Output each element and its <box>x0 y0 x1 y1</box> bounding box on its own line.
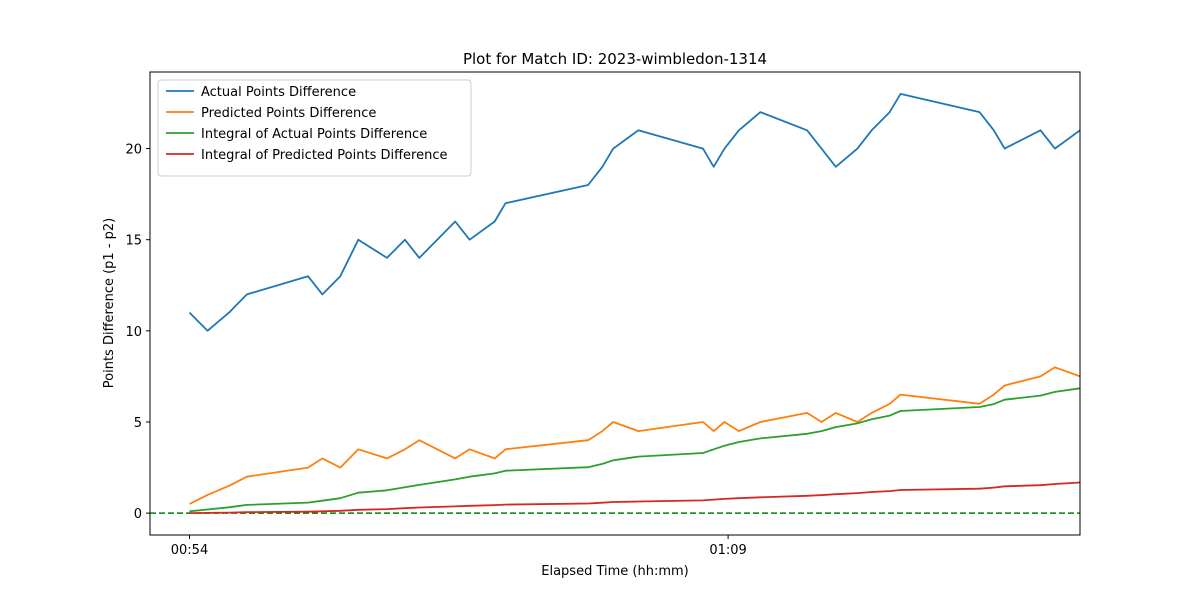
legend-label-integral-of-actual-points-difference: Integral of Actual Points Difference <box>201 127 427 142</box>
x-tick-label: 01:09 <box>709 543 746 558</box>
chart-title: Plot for Match ID: 2023-wimbledon-1314 <box>463 50 767 68</box>
series-line-predicted-points-difference <box>189 366 1081 505</box>
y-axis: 0 5 10 15 20 <box>125 143 150 522</box>
x-tick-label: 00:54 <box>171 543 208 558</box>
series-line-integral-of-predicted-points-difference <box>189 481 1081 514</box>
y-tick-label: 0 <box>134 507 142 522</box>
y-axis-label: Points Difference (p1 - p2) <box>102 218 117 388</box>
plot-frame <box>149 71 1081 536</box>
x-axis-label: Elapsed Time (hh:mm) <box>541 564 688 579</box>
y-tick-label: 15 <box>125 234 142 249</box>
plot-area <box>150 93 1081 514</box>
legend-box <box>157 79 472 177</box>
x-axis: 00:54 01:09 <box>171 535 747 558</box>
legend-label-actual-points-difference: Actual Points Difference <box>201 85 356 100</box>
y-tick-label: 20 <box>125 143 142 158</box>
series-line-integral-of-actual-points-difference <box>189 387 1081 513</box>
legend-label-predicted-points-difference: Predicted Points Difference <box>201 106 376 121</box>
series-line-actual-points-difference <box>188 93 1081 332</box>
y-tick-label: 5 <box>134 416 142 431</box>
y-tick-label: 10 <box>125 325 142 340</box>
legend-label-integral-of-predicted-points-difference: Integral of Predicted Points Difference <box>201 148 448 163</box>
legend: Actual Points Difference Predicted Points… <box>157 79 472 177</box>
